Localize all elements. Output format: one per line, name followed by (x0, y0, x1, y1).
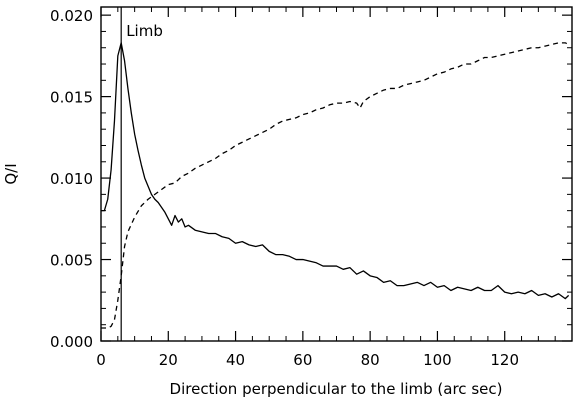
x-tick-label: 20 (159, 351, 178, 369)
x-tick-label: 120 (490, 351, 519, 369)
y-tick-label: 0.000 (50, 333, 93, 351)
y-tick-label: 0.010 (50, 170, 93, 188)
y-tick-label: 0.015 (50, 89, 93, 107)
y-tick-label: 0.005 (50, 252, 93, 270)
y-axis-title: Q/I (2, 163, 20, 184)
limb-annotation-label: Limb (126, 22, 163, 40)
y-tick-label: 0.020 (50, 7, 93, 25)
plot-frame (100, 6, 573, 342)
series-line-solid (101, 42, 570, 300)
x-tick-label: 60 (293, 351, 312, 369)
x-tick-label: 100 (423, 351, 452, 369)
x-axis-title: Direction perpendicular to the limb (arc… (170, 380, 503, 398)
series-line-dashed (101, 42, 569, 329)
x-tick-label: 40 (226, 351, 245, 369)
x-tick-label: 80 (361, 351, 380, 369)
x-tick-label: 0 (96, 351, 106, 369)
